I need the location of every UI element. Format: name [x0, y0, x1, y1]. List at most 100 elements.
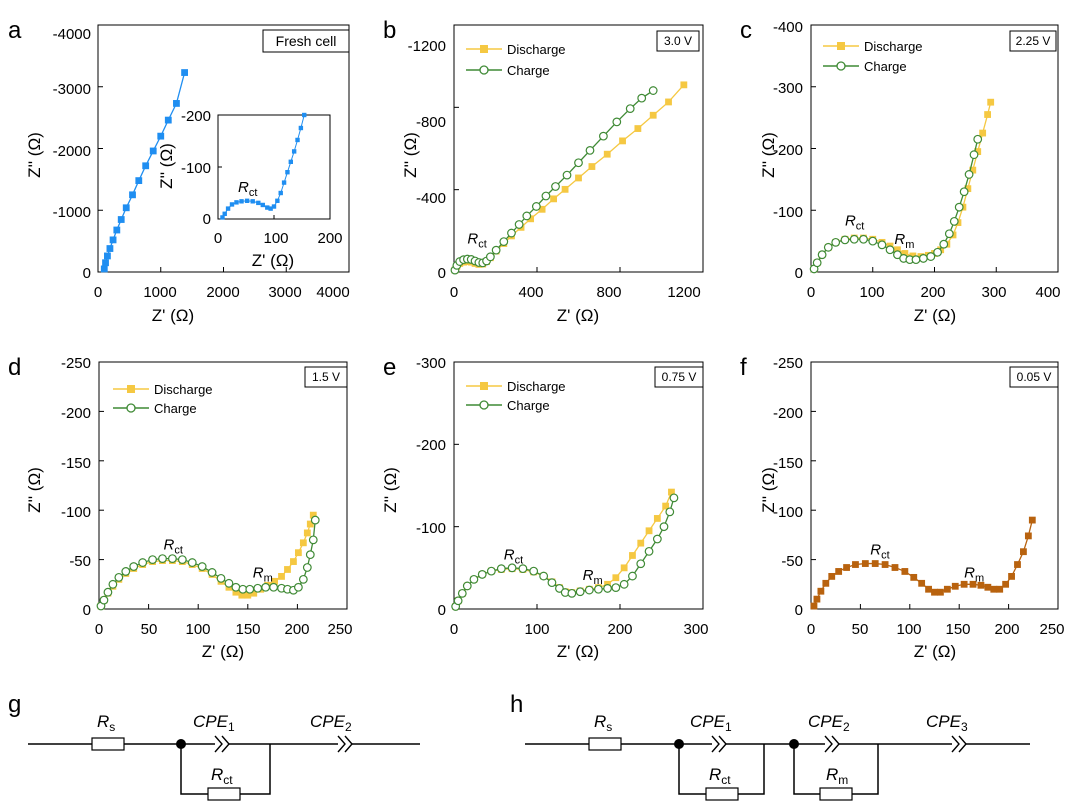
legend-text-discharge-b: Discharge	[507, 42, 566, 57]
voltage-box-e	[654, 366, 704, 388]
label-rct-h: Rct	[709, 765, 731, 787]
ytick-f-1: -50	[781, 553, 803, 570]
data-point-c-0	[979, 129, 987, 137]
data-point-inset-0	[302, 112, 307, 118]
inset-ytick-1: -100	[181, 160, 211, 177]
annotation-c-1: Rm	[894, 231, 914, 251]
annotation-d-0: Rct	[163, 537, 182, 557]
data-point-c-0	[964, 185, 972, 193]
data-point-b-0	[680, 81, 688, 89]
data-point-inset-0	[225, 206, 231, 211]
inset-ylabel: Z'' (Ω)	[157, 143, 176, 189]
ytick-d-5: -250	[61, 355, 91, 372]
inset-xtick-2: 200	[317, 230, 342, 247]
xtick-d-2: 100	[185, 621, 210, 638]
data-point-d-1	[308, 535, 318, 545]
data-point-c-1	[964, 170, 974, 179]
data-point-a-0	[102, 259, 109, 267]
plot-frame-d	[98, 361, 348, 610]
data-point-f-0	[852, 561, 859, 568]
inset-xlabel: Z' (Ω)	[252, 251, 294, 270]
data-point-c-0	[969, 166, 977, 174]
xtick-a-4: 4000	[316, 284, 349, 301]
xtick-f-0: 0	[807, 621, 815, 638]
cpe1-symbol-g	[214, 735, 230, 753]
data-point-c-1	[969, 150, 979, 160]
circuit-diagram-h: h Rs CPE1 CPE2 CPE3 Rct Rm	[510, 691, 1030, 801]
ytick-f-4: -200	[773, 405, 803, 422]
data-point-d-1	[216, 573, 226, 583]
xlabel-b: Z' (Ω)	[557, 306, 599, 325]
data-point-inset-0	[256, 200, 261, 206]
cpe1-symbol-h	[711, 735, 727, 753]
data-point-e-1	[619, 579, 629, 589]
data-point-d-1	[305, 550, 315, 560]
data-point-b-0	[619, 137, 626, 145]
data-point-inset-0	[291, 149, 297, 154]
data-point-e-1	[567, 588, 577, 598]
plot-area-b: Rct	[450, 24, 704, 275]
data-point-e-1	[507, 563, 517, 573]
data-point-d-0	[284, 566, 291, 573]
label-rs-g: Rs	[97, 712, 115, 734]
data-point-a-0	[113, 226, 121, 234]
xtick-c-1: 100	[859, 284, 884, 301]
data-point-f-0	[969, 580, 977, 588]
plot-frame-e	[453, 361, 704, 610]
data-point-c-1	[973, 134, 983, 144]
data-point-b-1	[485, 252, 495, 262]
annotation-b-0: Rct	[467, 231, 486, 251]
xtick-d-4: 200	[284, 621, 309, 638]
data-point-a-0	[129, 191, 136, 199]
resistor-rct-g	[207, 787, 241, 801]
data-point-f-0	[891, 564, 899, 571]
ytick-c-4: -400	[773, 19, 803, 36]
data-point-d-1	[269, 582, 278, 592]
ytick-e-3: -300	[416, 355, 446, 372]
legend-text-charge-c: Charge	[864, 59, 907, 74]
inset-ytick-2: -200	[181, 108, 211, 125]
data-point-c-1	[831, 237, 841, 247]
data-point-b-1	[612, 117, 622, 127]
xlabel-a: Z' (Ω)	[152, 306, 194, 325]
voltage-box-b	[656, 30, 700, 52]
data-point-b-1	[637, 93, 647, 103]
ytick-c-1: -100	[773, 204, 803, 221]
ylabel-c: Z'' (Ω)	[759, 132, 778, 178]
data-point-a-0	[117, 216, 125, 223]
data-point-d-0	[294, 549, 302, 557]
xlabel-e: Z' (Ω)	[557, 642, 599, 661]
data-point-inset-0	[285, 170, 290, 175]
data-point-d-1	[148, 555, 157, 564]
voltage-box-a	[262, 29, 350, 53]
xtick-a-1: 1000	[143, 284, 176, 301]
xtick-a-2: 2000	[206, 284, 239, 301]
data-point-d-0	[278, 572, 285, 580]
annotation-e-0: Rct	[504, 547, 523, 567]
data-point-e-0	[668, 488, 675, 496]
data-point-c-1	[849, 234, 859, 244]
label-cpe1-h: CPE1	[690, 712, 732, 734]
ytick-a-2: -2000	[53, 143, 91, 160]
ytick-b-3: -1200	[408, 38, 446, 55]
data-point-c-1	[817, 250, 827, 260]
label-cpe2-h: CPE2	[808, 712, 850, 734]
data-point-b-0	[550, 195, 557, 203]
data-point-f-0	[901, 568, 909, 575]
data-point-d-0	[309, 511, 317, 519]
data-point-c-0	[974, 148, 982, 155]
data-point-d-1	[310, 515, 320, 525]
xtick-d-1: 50	[141, 621, 158, 638]
resistor-rs-g	[91, 737, 125, 751]
data-point-inset-0	[222, 211, 227, 216]
data-point-f-0	[984, 583, 992, 591]
data-point-inset-0	[295, 137, 300, 143]
data-point-b-0	[575, 174, 582, 182]
xtick-b-1: 400	[518, 284, 543, 301]
wire-h-parallel-2	[793, 744, 879, 795]
data-point-inset-0	[275, 198, 280, 203]
plot-frame-c	[810, 24, 1059, 273]
panel-label-d: d	[8, 354, 21, 381]
voltage-label-c: 2.25 V	[1016, 34, 1051, 48]
